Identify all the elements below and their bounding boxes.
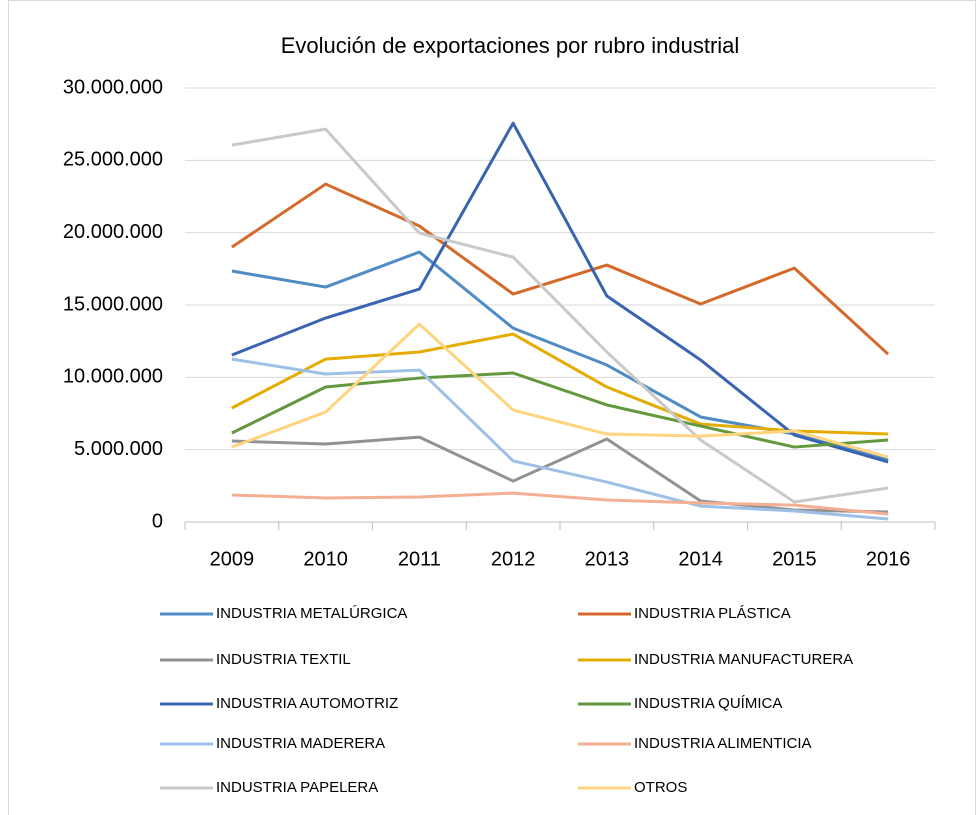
x-tick-label: 2012: [491, 548, 536, 570]
series-line: [231, 491, 889, 516]
x-tick-label: 2011: [398, 548, 441, 570]
series-line: [231, 127, 889, 504]
y-tick-label: 20.000.000: [63, 221, 163, 243]
series-line: [231, 371, 889, 449]
legend-label: INDUSTRIA PAPELERA: [216, 779, 378, 796]
y-tick-label: 10.000.000: [63, 366, 163, 388]
series-line: [231, 332, 889, 436]
y-tick-label: 30.000.000: [63, 76, 163, 98]
x-tick-label: 2013: [585, 548, 630, 570]
legend-label: OTROS: [634, 779, 687, 796]
legend-label: INDUSTRIA TEXTIL: [216, 651, 351, 668]
legend-label: INDUSTRIA PLÁSTICA: [634, 605, 791, 622]
y-tick-label: 5.000.000: [74, 438, 163, 460]
series-line: [231, 322, 889, 459]
series-line: [231, 182, 890, 356]
series-line: [231, 435, 889, 514]
x-tick-label: 2015: [772, 548, 817, 570]
legend-label: INDUSTRIA MADERERA: [216, 735, 385, 752]
x-tick-label: 2016: [866, 548, 911, 570]
x-tick-label: 2014: [678, 548, 723, 570]
legend-label: INDUSTRIA ALIMENTICIA: [634, 735, 812, 752]
legend-label: INDUSTRIA QUÍMICA: [634, 695, 782, 712]
legend-label: INDUSTRIA AUTOMOTRIZ: [216, 695, 398, 712]
chart-frame: [8, 0, 976, 815]
x-tick-label: 2010: [303, 548, 348, 570]
y-tick-label: 25.000.000: [63, 149, 163, 171]
y-tick-label: 15.000.000: [63, 293, 163, 315]
chart-title: Evolución de exportaciones por rubro ind…: [281, 33, 740, 58]
legend-label: INDUSTRIA MANUFACTURERA: [634, 651, 853, 668]
legend-label: INDUSTRIA METALÚRGICA: [216, 605, 407, 622]
series-line: [231, 357, 889, 521]
y-tick-label: 0: [152, 510, 163, 532]
series-line: [231, 121, 889, 464]
x-tick-label: 2009: [210, 548, 255, 570]
